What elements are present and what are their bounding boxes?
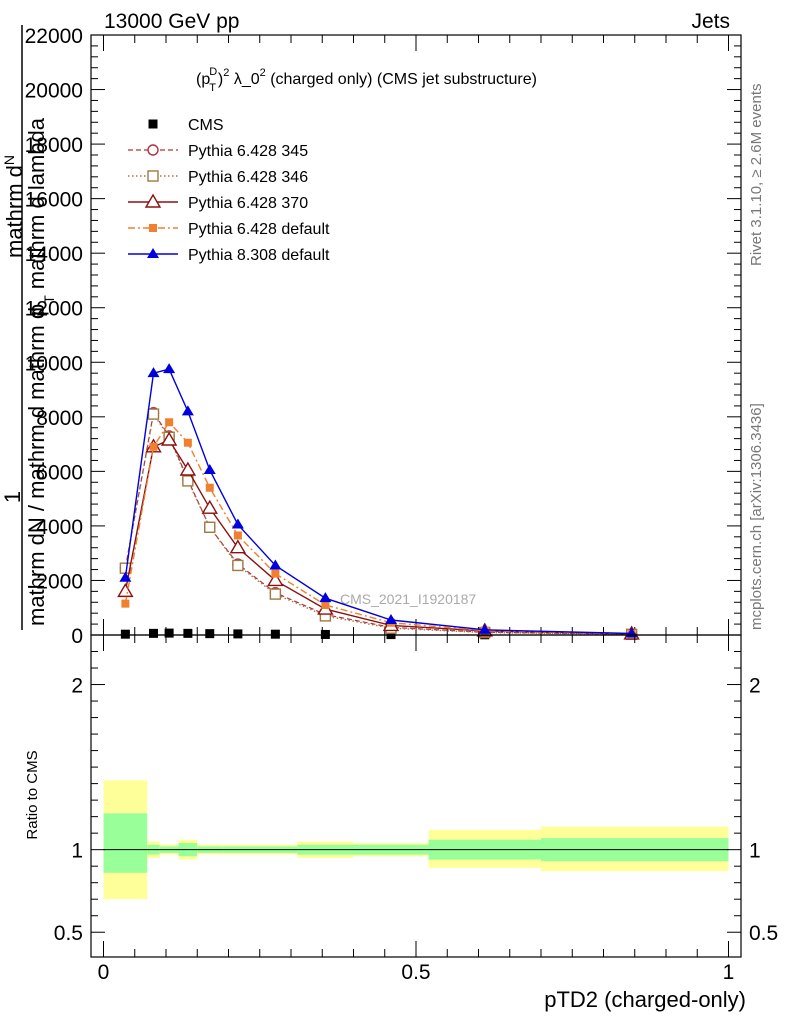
data-point [181,405,194,416]
header-right: Jets [691,10,730,33]
legend-entry: Pythia 8.308 default [128,247,330,264]
data-point [149,628,158,638]
ratio-ytick-label-right: 0.5 [749,922,778,945]
ylabel-fraction-num: 1 [0,491,25,503]
legend-label: Pythia 8.308 default [188,247,330,264]
data-point [165,418,174,427]
watermark: CMS_2021_I1920187 [340,591,476,607]
data-point [179,461,197,476]
data-point [205,483,214,492]
x-axis-label: pTD2 (charged-only) [544,987,746,1012]
data-point [321,601,330,609]
data-point [183,438,192,447]
main-axis-ticks: 0 2000 4000 6000 8000 10000 12000 14000 16000 180… [25,25,741,648]
legend-label: Pythia 6.428 345 [188,143,308,160]
main-ytick-label: 6000 [36,461,83,484]
data-point [231,518,244,529]
data-point [229,539,247,554]
main-ytick-label: 22000 [25,25,83,48]
ratio-xtick-label: 1 [723,961,735,984]
main-ytick-label: 0 [71,625,83,648]
data-point [144,193,162,208]
main-ytick-label: 12000 [25,298,83,321]
ylabel-dn: mathrm dN [1,155,27,258]
data-point [147,367,160,378]
data-point [147,170,159,182]
data-point [147,408,160,420]
legend-label: Pythia 6.428 default [188,221,330,238]
main-ytick-label: 14000 [25,243,83,266]
data-point [149,442,158,451]
data-point [119,571,132,582]
data-point [233,531,242,540]
ratio-frame [90,634,742,958]
main-ytick-label: 8000 [36,407,83,430]
ratio-plot: 0.5 0.5 1 1 2 2 0 0.5 1 Ratio to CMS pTD2 (charg… [24,634,778,1012]
legend-entry: Pythia 6.428 346 [128,169,308,186]
main-ytick-label: 4000 [36,516,83,539]
data-point [478,623,491,634]
ratio-ytick-label: 1 [71,840,83,863]
data-point [148,119,158,129]
legend-entry: CMS [148,117,224,134]
ylabel-pt: pTmathrm d lambda [24,117,57,316]
series-cms [120,628,637,640]
data-point [267,572,284,587]
data-point [385,614,397,624]
ratio-xtick-label: 0 [98,961,110,984]
ratio-ytick-label-right: 2 [749,675,761,698]
data-point [120,629,130,639]
legend-entry: Pythia 6.428 345 [128,143,308,160]
data-point [205,629,215,639]
data-point [182,475,194,487]
data-point [149,224,157,232]
data-point [232,559,244,572]
data-point [160,431,178,446]
plot-title: (pD T)2 λ_02 (charged only) (CMS jet subs… [196,66,537,94]
series-py370 [117,431,640,640]
data-point [269,559,282,570]
legend-entry: Pythia 6.428 370 [128,193,308,212]
ratio-axis-ticks: 0.5 0.5 1 1 2 2 0 0.5 1 [54,635,778,984]
data-point [121,599,130,608]
mcplots-label: mcplots.cern.ch [arXiv:1306.3436] [748,403,765,630]
data-point [319,592,332,603]
data-point [271,569,280,578]
rivet-label: Rivet 3.1.10, ≥ 2.6M events [748,84,765,267]
main-ytick-label: 2000 [36,570,83,593]
legend-label: Pythia 6.428 370 [188,195,308,212]
ratio-ylabel: Ratio to CMS [24,750,41,839]
legend: CMS Pythia 6.428 345 Pythia 6.428 346 Pythi… [128,117,330,264]
legend-entry: Pythia 6.428 default [128,221,330,238]
main-ytick-label: 18000 [25,134,83,157]
main-ytick-label: 10000 [25,352,83,375]
ratio-xtick-label: 0.5 [401,961,430,984]
main-plot: 0 2000 4000 6000 8000 10000 12000 14000 16000 180… [0,25,742,648]
main-ytick-label: 20000 [25,80,83,103]
data-point [204,521,216,533]
data-point [201,499,218,514]
ylabel-denominator: mathrm dN / mathrm d mathrm d [24,307,49,626]
data-point [163,363,176,374]
legend-label: Pythia 6.428 346 [188,169,308,186]
legend-label: CMS [188,117,224,134]
data-point [147,248,159,258]
data-point [164,628,174,638]
main-ylabel: 1 mathrm dN mathrm dN / mathrm d mathrm … [0,25,57,630]
data-point [183,628,193,638]
data-point [269,588,282,600]
data-point [233,629,243,639]
ratio-bands [103,780,729,900]
data-point [117,582,134,598]
data-point [203,464,216,474]
ratio-ytick-label: 2 [71,675,83,698]
data-point [270,629,280,639]
ratio-ytick-label-right: 1 [749,840,761,863]
ratio-band-inner [103,813,148,873]
ratio-ytick-label: 0.5 [54,922,83,945]
main-ytick-label: 16000 [25,189,83,212]
header-left: 13000 GeV pp [104,10,239,33]
data-point [147,144,159,156]
